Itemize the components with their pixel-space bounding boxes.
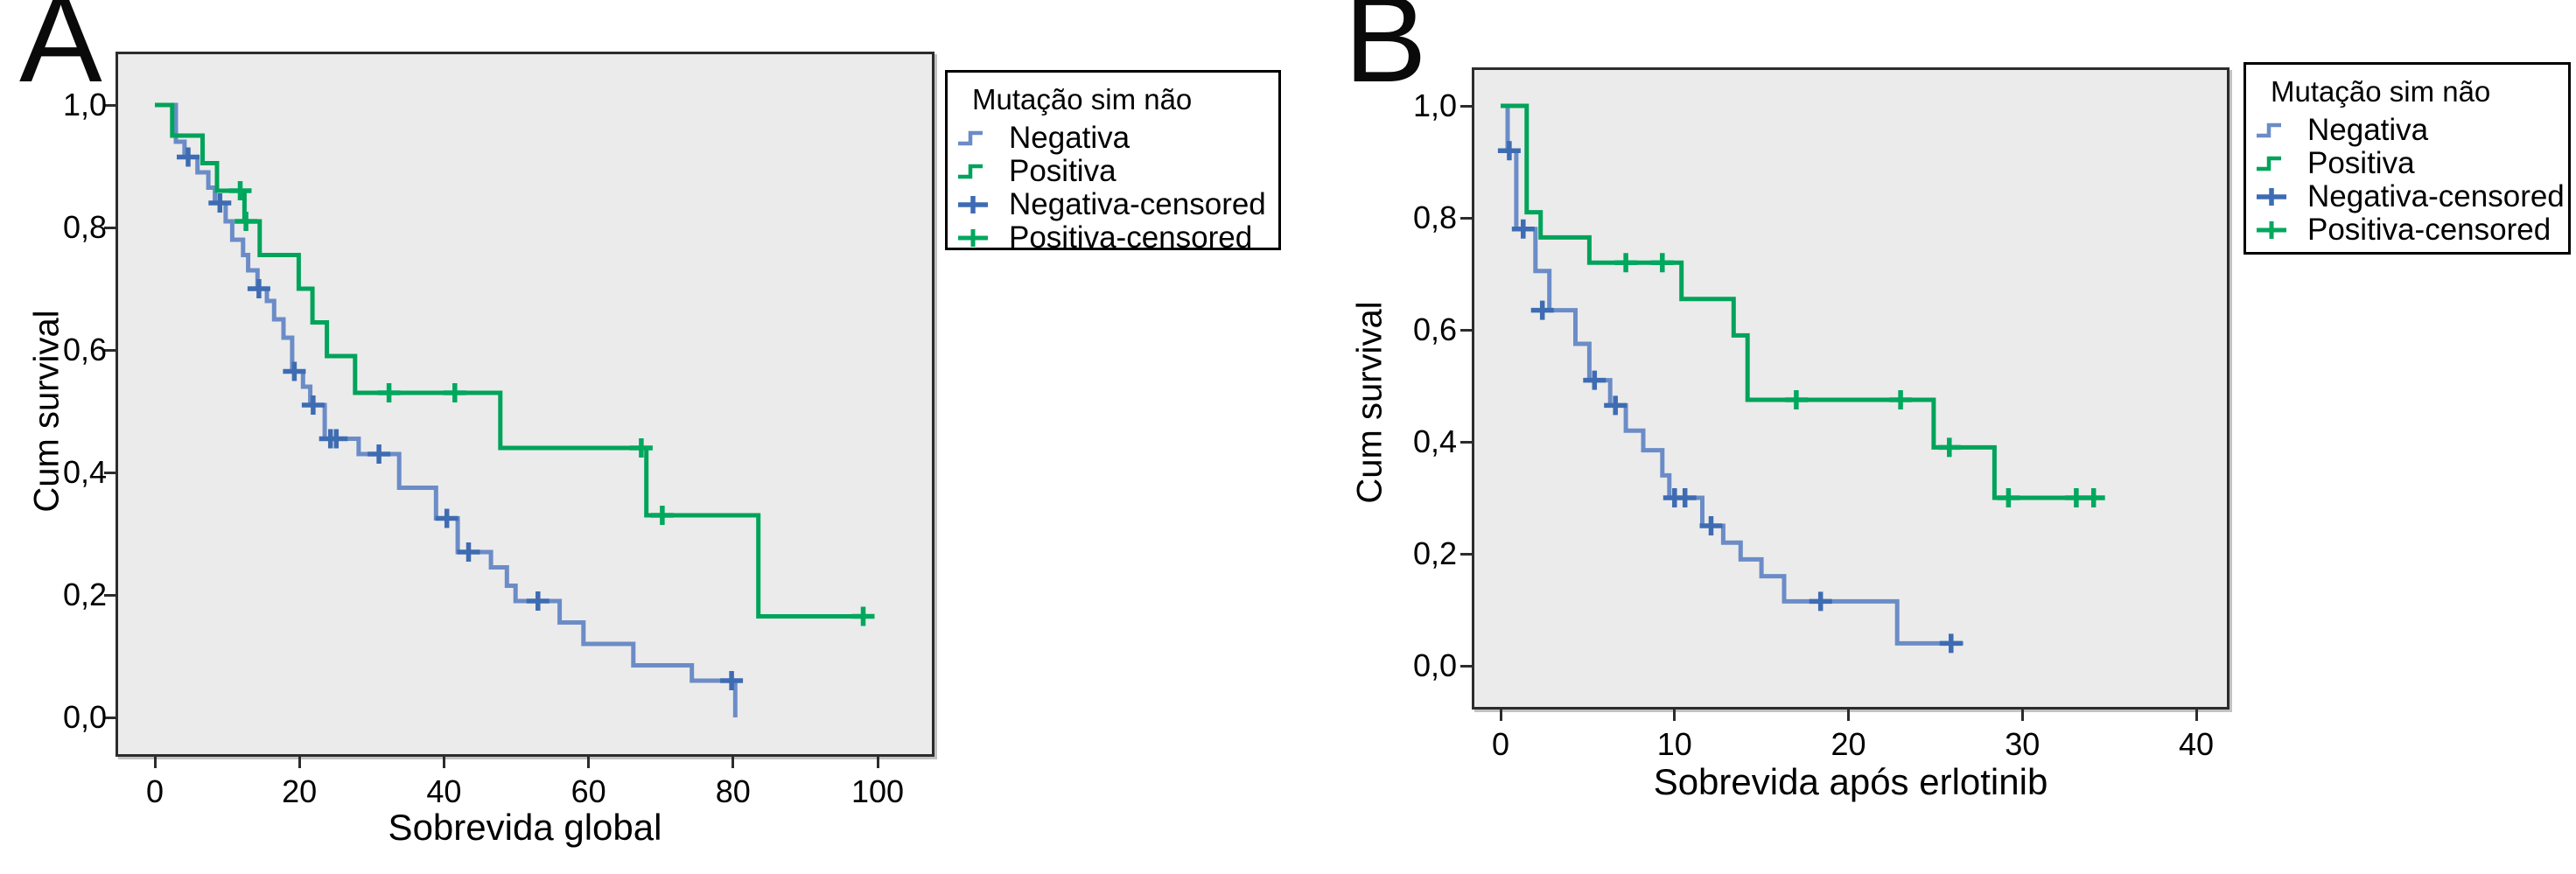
y-tick-mark (1460, 328, 1472, 332)
y-tick-label: 0,4 (62, 454, 107, 490)
km-curve-positiva (1501, 103, 2103, 500)
y-tick-mark (1460, 216, 1472, 220)
x-tick-label: 0 (145, 773, 164, 809)
legend-item-negativa: Negativa (956, 121, 1278, 155)
y-tick-mark (104, 593, 116, 597)
x-tick-mark (2194, 710, 2198, 721)
y-tick-label: 0,2 (62, 577, 107, 612)
legend-item-positiva-censored: Positiva-censored (2255, 213, 2568, 247)
x-tick-mark (1673, 710, 1676, 721)
y-tick-label: 0,0 (1412, 647, 1457, 683)
y-tick-label: 0,2 (1412, 535, 1457, 571)
legend-label-positiva: Positiva (2307, 146, 2415, 180)
y-tick-label: 0,4 (1412, 423, 1457, 459)
y-tick-label: 0,6 (62, 332, 107, 367)
legend-label-negativa: Negativa (1009, 121, 1130, 155)
x-tick-mark (153, 757, 157, 768)
x-axis-title-a: Sobrevida global (388, 807, 662, 848)
x-tick-label: 40 (426, 773, 462, 809)
legend-label-negativa: Negativa (2307, 113, 2429, 147)
legend-title-a: Mutação sim não (972, 83, 1193, 115)
x-tick-mark (1847, 710, 1850, 721)
km-curve-positiva (155, 102, 871, 619)
legend-title-b: Mutação sim não (2271, 75, 2491, 108)
y-tick-mark (104, 103, 116, 107)
negativa-step-line-icon (2257, 122, 2281, 138)
positiva-step-line-icon (2257, 156, 2281, 171)
legend-label-negativa-censored: Negativa-censored (1009, 187, 1266, 221)
legend-a: Mutação sim não Negativa Positiva Negati… (945, 70, 1281, 255)
legend-item-negativa: Negativa (2255, 113, 2568, 147)
x-tick-label: 10 (1656, 726, 1692, 762)
y-tick-mark (104, 716, 116, 719)
censor-marks-positiva (228, 181, 875, 626)
x-tick-label: 30 (2005, 726, 2040, 762)
y-tick-mark (1460, 104, 1472, 108)
x-tick-label: 20 (282, 773, 318, 809)
x-tick-label: 40 (2178, 726, 2215, 762)
negativa-step-line-icon (958, 130, 983, 146)
x-tick-label: 100 (850, 773, 905, 809)
legend-label-positiva-censored: Positiva-censored (2307, 213, 2552, 247)
negativa-censored-plus-icon (2257, 188, 2286, 206)
x-tick-mark (876, 757, 879, 768)
x-tick-mark (442, 757, 445, 768)
y-tick-label: 1,0 (1412, 87, 1457, 123)
x-tick-mark (2020, 710, 2024, 721)
km-chart-b (1497, 103, 2105, 654)
censor-marks-negativa (1497, 141, 1963, 654)
legend-label-positiva-censored: Positiva-censored (1009, 220, 1253, 255)
positiva-step-line-icon (958, 164, 983, 179)
x-tick-label: 80 (715, 773, 751, 809)
x-tick-mark (298, 757, 301, 768)
plot-area-a (116, 52, 934, 757)
y-tick-label: 1,0 (62, 87, 107, 122)
x-tick-mark (1499, 710, 1502, 721)
y-tick-label: 0,0 (62, 699, 107, 735)
x-tick-mark (732, 757, 735, 768)
y-tick-mark (104, 471, 116, 474)
legend-label-negativa-censored: Negativa-censored (2307, 179, 2565, 213)
y-tick-label: 0,8 (1412, 199, 1457, 235)
legend-item-positiva: Positiva (956, 154, 1278, 188)
x-tick-label: 20 (1830, 726, 1866, 762)
y-tick-label: 0,8 (62, 209, 107, 245)
legend-label-positiva: Positiva (1009, 154, 1116, 188)
y-tick-mark (1460, 552, 1472, 556)
y-tick-mark (1460, 440, 1472, 444)
km-curve-negativa (1501, 103, 1964, 646)
y-tick-mark (104, 226, 116, 229)
censor-marks-positiva (1614, 253, 2105, 507)
km-chart-a (155, 102, 875, 717)
panel-a-letter: A (19, 0, 102, 108)
censor-marks-negativa (177, 147, 744, 690)
panel-b-letter: B (1344, 0, 1427, 108)
positiva-censored-plus-icon (958, 229, 988, 247)
negativa-censored-plus-icon (958, 196, 988, 213)
x-tick-label: 60 (570, 773, 606, 809)
y-tick-mark (1460, 664, 1472, 668)
legend-item-positiva-censored: Positiva-censored (956, 220, 1278, 255)
legend-item-negativa-censored: Negativa-censored (956, 187, 1278, 221)
positiva-censored-plus-icon (2257, 221, 2286, 239)
legend-item-positiva: Positiva (2255, 146, 2568, 180)
x-tick-mark (587, 757, 591, 768)
x-tick-label: 0 (1491, 726, 1510, 762)
y-tick-label: 0,6 (1412, 311, 1457, 347)
y-tick-mark (104, 348, 116, 352)
x-axis-title-b: Sobrevida após erlotinib (1653, 761, 2048, 802)
legend-item-negativa-censored: Negativa-censored (2255, 179, 2568, 213)
legend-b: Mutação sim não Negativa Positiva Negati… (2244, 62, 2571, 255)
